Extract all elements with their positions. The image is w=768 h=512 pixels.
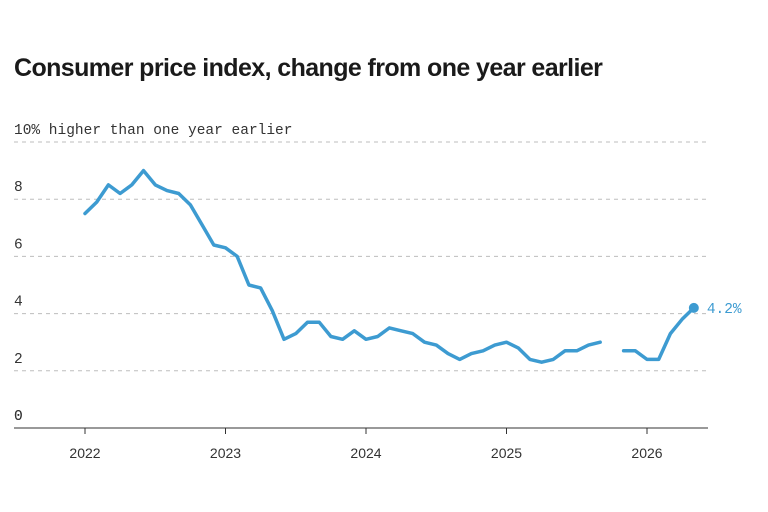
chart-title: Consumer price index, change from one ye… xyxy=(14,54,603,82)
y-tick-label: 4 xyxy=(14,295,23,311)
y-tick-label: 8 xyxy=(14,180,23,196)
gridlines xyxy=(14,141,708,372)
x-ticks: 2022 2023 2024 2025 2026 xyxy=(69,428,663,461)
y-tick-label: 2 xyxy=(14,352,23,368)
x-tick-label: 2023 xyxy=(210,445,241,461)
x-tick-label: 2025 xyxy=(491,445,522,461)
y-tick-label: 6 xyxy=(14,237,23,253)
y-tick-label: 0 xyxy=(14,409,23,425)
latest-value-dot xyxy=(688,302,699,313)
y-tick-label: 0 xyxy=(14,409,23,425)
series-lines xyxy=(83,168,696,364)
series-line xyxy=(83,168,602,364)
series-line xyxy=(621,306,696,362)
x-tick-label: 2022 xyxy=(69,445,100,461)
latest-value-label: 4.2% xyxy=(707,302,742,318)
x-tick-label: 2026 xyxy=(631,445,662,461)
x-tick-label: 2024 xyxy=(350,445,381,461)
y-axis-caption: 10% higher than one year earlier xyxy=(14,123,292,139)
